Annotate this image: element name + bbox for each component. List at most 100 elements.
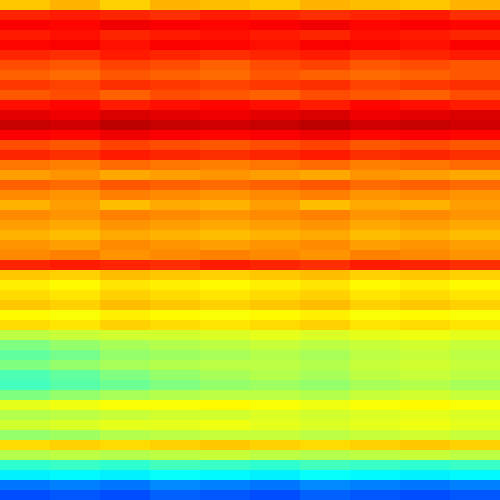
heatmap-cell (450, 410, 500, 420)
heatmap-cell (300, 30, 350, 40)
heatmap-cell (50, 420, 100, 430)
heatmap-cell (200, 170, 250, 180)
heatmap-cell (100, 360, 150, 370)
heatmap-cell (450, 300, 500, 310)
heatmap-cell (50, 290, 100, 300)
heatmap-cell (450, 60, 500, 70)
heatmap-cell (100, 140, 150, 150)
heatmap-cell (50, 220, 100, 230)
heatmap-cell (150, 210, 200, 220)
heatmap-cell (100, 400, 150, 410)
heatmap-cell (450, 190, 500, 200)
heatmap-cell (250, 480, 300, 490)
heatmap-cell (300, 280, 350, 290)
heatmap-cell (100, 120, 150, 130)
heatmap-cell (350, 480, 400, 490)
heatmap-cell (450, 220, 500, 230)
heatmap-cell (300, 130, 350, 140)
heatmap-cell (450, 430, 500, 440)
heatmap-cell (50, 350, 100, 360)
heatmap-cell (250, 420, 300, 430)
heatmap-cell (200, 320, 250, 330)
heatmap-cell (50, 380, 100, 390)
heatmap-cell (450, 360, 500, 370)
heatmap-cell (250, 380, 300, 390)
heatmap-cell (100, 260, 150, 270)
heatmap-cell (200, 440, 250, 450)
heatmap-cell (100, 490, 150, 500)
heatmap-cell (0, 280, 50, 290)
heatmap-cell (200, 370, 250, 380)
heatmap-cell (100, 150, 150, 160)
heatmap-cell (300, 50, 350, 60)
heatmap-cell (200, 360, 250, 370)
heatmap-cell (300, 250, 350, 260)
heatmap-cell (300, 350, 350, 360)
heatmap-cell (400, 460, 450, 470)
heatmap-cell (150, 260, 200, 270)
heatmap-cell (50, 280, 100, 290)
heatmap-cell (300, 240, 350, 250)
heatmap-cell (0, 80, 50, 90)
heatmap-cell (350, 330, 400, 340)
heatmap-cell (50, 300, 100, 310)
heatmap-cell (300, 120, 350, 130)
heatmap-cell (350, 370, 400, 380)
heatmap-cell (50, 30, 100, 40)
heatmap-cell (50, 470, 100, 480)
heatmap-cell (350, 200, 400, 210)
heatmap-cell (350, 110, 400, 120)
heatmap-cell (150, 480, 200, 490)
heatmap-cell (100, 170, 150, 180)
heatmap (0, 0, 500, 500)
heatmap-cell (50, 80, 100, 90)
heatmap-cell (50, 110, 100, 120)
heatmap-cell (250, 310, 300, 320)
heatmap-cell (0, 340, 50, 350)
heatmap-cell (200, 150, 250, 160)
heatmap-cell (150, 310, 200, 320)
heatmap-cell (50, 370, 100, 380)
heatmap-cell (450, 400, 500, 410)
heatmap-cell (400, 320, 450, 330)
heatmap-cell (400, 30, 450, 40)
heatmap-cell (300, 260, 350, 270)
heatmap-cell (350, 20, 400, 30)
heatmap-cell (350, 60, 400, 70)
heatmap-cell (50, 250, 100, 260)
heatmap-cell (450, 230, 500, 240)
heatmap-cell (100, 280, 150, 290)
heatmap-cell (0, 170, 50, 180)
heatmap-cell (50, 180, 100, 190)
heatmap-cell (300, 370, 350, 380)
heatmap-cell (150, 50, 200, 60)
heatmap-cell (300, 220, 350, 230)
heatmap-cell (150, 190, 200, 200)
heatmap-cell (150, 270, 200, 280)
heatmap-cell (0, 370, 50, 380)
heatmap-cell (400, 110, 450, 120)
heatmap-cell (300, 470, 350, 480)
heatmap-cell (0, 270, 50, 280)
heatmap-cell (100, 480, 150, 490)
heatmap-cell (250, 30, 300, 40)
heatmap-cell (450, 80, 500, 90)
heatmap-cell (300, 140, 350, 150)
heatmap-cell (0, 250, 50, 260)
heatmap-cell (350, 260, 400, 270)
heatmap-cell (0, 300, 50, 310)
heatmap-cell (300, 10, 350, 20)
heatmap-cell (350, 240, 400, 250)
heatmap-cell (350, 40, 400, 50)
heatmap-cell (0, 450, 50, 460)
heatmap-cell (0, 140, 50, 150)
heatmap-cell (100, 40, 150, 50)
heatmap-cell (100, 350, 150, 360)
heatmap-cell (150, 320, 200, 330)
heatmap-cell (150, 380, 200, 390)
heatmap-cell (300, 20, 350, 30)
heatmap-cell (450, 160, 500, 170)
heatmap-cell (0, 410, 50, 420)
heatmap-cell (400, 490, 450, 500)
heatmap-cell (50, 260, 100, 270)
